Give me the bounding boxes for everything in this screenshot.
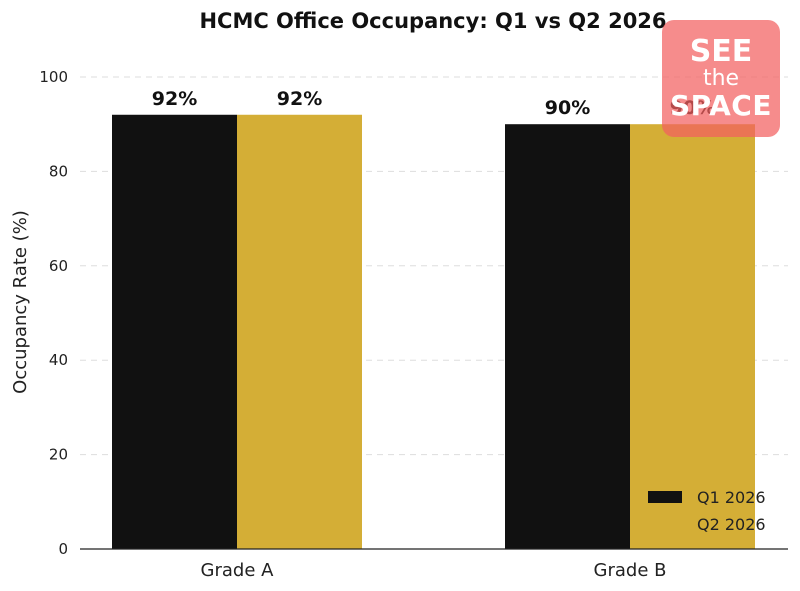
x-tick-label: Grade A [201, 560, 275, 581]
y-tick-label: 20 [49, 446, 68, 464]
y-tick-label: 0 [58, 540, 68, 558]
bar-grade-b-q1-2026 [505, 124, 630, 549]
y-tick-label: 80 [49, 162, 68, 180]
data-label: 92% [152, 88, 197, 110]
data-label: 92% [277, 88, 322, 110]
bar-grade-b-q2-2026 [630, 124, 755, 549]
y-tick-label: 100 [39, 68, 68, 86]
x-tick-label: Grade B [594, 560, 667, 581]
legend-swatch [648, 491, 682, 503]
legend-label: Q2 2026 [697, 515, 766, 534]
legend-swatch [648, 518, 682, 530]
legend: Q1 2026 Q2 2026 [648, 488, 766, 534]
y-tick-label: 40 [49, 351, 68, 369]
y-axis-label: Occupancy Rate (%) [10, 210, 31, 394]
legend-label: Q1 2026 [697, 488, 766, 507]
bar-grade-a-q2-2026 [237, 114, 362, 549]
see-the-space-logo: SEE the SPACE [662, 20, 780, 137]
chart-title: HCMC Office Occupancy: Q1 vs Q2 2026 [199, 9, 666, 33]
bar-grade-a-q1-2026 [112, 114, 237, 549]
y-tick-label: 60 [49, 257, 68, 275]
data-label: 90% [545, 97, 590, 119]
